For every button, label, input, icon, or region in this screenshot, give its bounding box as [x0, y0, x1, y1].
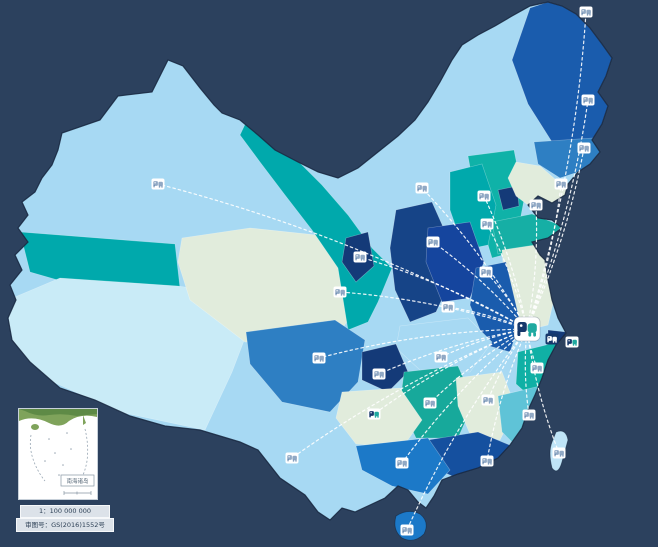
marker-hubei-elephant-icon[interactable]: [434, 351, 448, 363]
marker-xinjiang-elephant-icon[interactable]: [151, 178, 165, 190]
marker-inner-mongolia-elephant-icon[interactable]: [415, 182, 429, 194]
marker-henan-elephant-icon[interactable]: [426, 236, 440, 248]
connection-line-heilongjiang: [526, 99, 589, 330]
province-henan: [425, 221, 485, 303]
inset-island-dots: [44, 432, 72, 476]
connection-line-shandong: [526, 204, 538, 330]
connection-line-liaoning: [526, 183, 562, 330]
marker-qinghai-elephant-icon[interactable]: [333, 286, 347, 298]
inset-hainan-island: [31, 424, 39, 430]
marker-shanghai-elephant-icon[interactable]: [545, 333, 559, 345]
marker-guangdong-elephant-icon[interactable]: [480, 455, 494, 467]
marker-yunnan-elephant-icon[interactable]: [285, 452, 299, 464]
marker-henan-south-elephant-icon[interactable]: [441, 301, 455, 313]
inset-canvas: 南海诸岛: [19, 409, 97, 499]
marker-hebei-elephant-icon[interactable]: [480, 218, 494, 230]
connection-line-guizhou: [373, 328, 528, 415]
map-scale-text: 1：100 000 000: [20, 505, 110, 518]
inset-label: 南海诸岛: [66, 477, 89, 485]
connection-line-guangdong: [486, 328, 528, 462]
inset-taiwan-island: [83, 415, 86, 425]
marker-hainan-elephant-icon[interactable]: [400, 524, 414, 536]
province-beijing: [497, 185, 520, 211]
marker-jilin-elephant-icon[interactable]: [577, 142, 591, 154]
marker-sichuan-elephant-icon[interactable]: [312, 352, 326, 364]
connection-line-heilongjiang-north: [526, 11, 587, 330]
map-approval-number: 审图号：GS(2016)1552号: [16, 518, 114, 532]
connection-line-chongqing: [378, 328, 528, 375]
connection-line-inner-mongolia: [421, 187, 528, 330]
marker-zhejiang-elephant-icon[interactable]: [530, 362, 544, 374]
connection-line-guangxi: [401, 328, 528, 464]
marker-chongqing-elephant-icon[interactable]: [372, 368, 386, 380]
connection-line-xinjiang: [157, 183, 528, 330]
connection-line-ningxia: [359, 256, 528, 330]
province-chongqing: [361, 343, 409, 393]
marker-guangxi-elephant-icon[interactable]: [395, 457, 409, 469]
hub-elephant-logo-icon[interactable]: [513, 316, 541, 342]
connection-line-hainan: [406, 328, 528, 531]
marker-shandong-elephant-icon[interactable]: [529, 199, 543, 211]
connection-line-qinghai: [339, 291, 528, 330]
marker-heilongjiang-elephant-icon[interactable]: [581, 94, 595, 106]
marker-shanxi-elephant-icon[interactable]: [477, 190, 491, 202]
marker-heilongjiang-north-elephant-icon[interactable]: [579, 6, 593, 18]
inset-label-box: [60, 474, 95, 487]
marker-ningxia-elephant-icon[interactable]: [353, 251, 367, 263]
connection-line-jilin: [526, 147, 585, 330]
marker-fujian-elephant-icon[interactable]: [522, 409, 536, 421]
marker-hunan-elephant-icon[interactable]: [423, 397, 437, 409]
connection-line-fujian: [524, 328, 530, 416]
marker-guizhou-elephant-icon[interactable]: [367, 408, 381, 420]
connection-line-sichuan: [318, 328, 528, 359]
marker-taiwan-elephant-icon[interactable]: [552, 447, 566, 459]
south-china-sea-inset: 南海诸岛: [18, 408, 98, 500]
marker-jiangsu-west-elephant-icon[interactable]: [479, 266, 493, 278]
inset-scale-bar: [63, 491, 92, 495]
country-outline: [7, 1, 613, 521]
connection-line-hubei: [440, 328, 528, 358]
inset-coastline-dark: [19, 409, 97, 416]
marker-pudong-elephant-icon[interactable]: [565, 336, 579, 348]
marker-jiangxi-elephant-icon[interactable]: [481, 394, 495, 406]
marker-liaoning-elephant-icon[interactable]: [554, 178, 568, 190]
